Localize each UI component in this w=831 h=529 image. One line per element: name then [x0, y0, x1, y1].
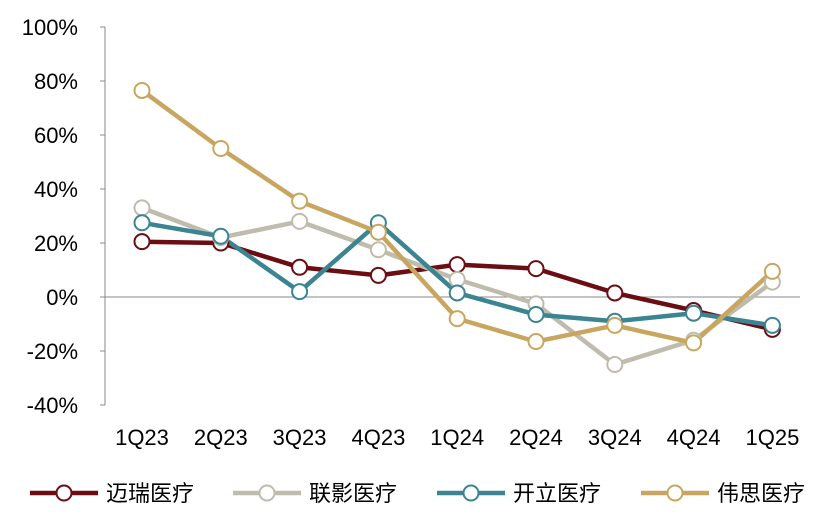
legend-item-1: 迈瑞医疗 — [30, 481, 194, 506]
x-tick-label: 3Q24 — [588, 425, 642, 450]
x-tick-label: 1Q24 — [430, 425, 484, 450]
series-3-point — [448, 284, 466, 302]
series-4-point — [291, 192, 309, 210]
y-tick-label: 60% — [34, 123, 78, 148]
series-3-point — [291, 283, 309, 301]
series-4-point — [685, 334, 703, 352]
legend-swatch-marker — [258, 484, 276, 502]
x-tick-label: 1Q25 — [745, 425, 799, 450]
series-3-point — [133, 214, 151, 232]
series-4-point — [527, 333, 545, 351]
series-4-point — [606, 316, 624, 334]
series-3-point — [212, 227, 230, 245]
series-3-point — [685, 304, 703, 322]
y-tick-label: 80% — [34, 69, 78, 94]
legend-item-3: 开立医疗 — [437, 481, 601, 506]
y-tick-label: 40% — [34, 177, 78, 202]
legend-label: 开立医疗 — [513, 481, 601, 506]
legend-item-2: 联影医疗 — [233, 481, 397, 506]
y-tick-label: -20% — [27, 339, 78, 364]
y-tick-label: 100% — [22, 15, 78, 40]
x-tick-label: 3Q23 — [273, 425, 327, 450]
legend-swatch-marker — [55, 484, 73, 502]
series-2-point — [369, 241, 387, 259]
plot-markers — [133, 81, 781, 373]
x-tick-label: 1Q23 — [115, 425, 169, 450]
legend-label: 迈瑞医疗 — [106, 481, 194, 506]
y-tick-label: -40% — [27, 393, 78, 418]
y-axis: -40% -20% 0% 20% 40% 60% 80% 100% — [22, 15, 106, 418]
legend-label: 伟思医疗 — [717, 481, 805, 506]
series-4-point — [133, 81, 151, 99]
series-1-point — [369, 266, 387, 284]
series-4-point — [212, 140, 230, 157]
series-1-point — [291, 258, 309, 276]
series-1-point — [527, 260, 545, 278]
x-axis: 1Q23 2Q23 3Q23 4Q23 1Q24 2Q24 3Q24 4Q24 1Q25 — [105, 296, 800, 450]
x-tick-label: 2Q24 — [509, 425, 563, 450]
legend-swatch-marker — [666, 484, 684, 502]
series-3-point — [763, 316, 781, 334]
series-4-point — [369, 223, 387, 241]
y-tick-label: 0% — [46, 285, 78, 310]
x-tick-label: 4Q24 — [667, 425, 721, 450]
series-1-point — [606, 284, 624, 302]
x-tick-label: 4Q23 — [351, 425, 405, 450]
series-1-point — [448, 256, 466, 274]
series-2-point — [133, 199, 151, 217]
series-2-point — [291, 212, 309, 230]
legend-swatch-marker — [462, 484, 480, 502]
legend-label: 联影医疗 — [309, 481, 397, 506]
series-1-point — [133, 233, 151, 251]
series-2-point — [606, 356, 624, 373]
series-4-point — [763, 262, 781, 280]
x-tick-label: 2Q23 — [194, 425, 248, 450]
legend-item-4: 伟思医疗 — [641, 481, 805, 506]
y-tick-label: 20% — [34, 231, 78, 256]
legend: 迈瑞医疗 联影医疗 开立医疗 伟思医疗 — [30, 481, 805, 506]
series-3-point — [527, 306, 545, 324]
series-4-point — [448, 310, 466, 328]
